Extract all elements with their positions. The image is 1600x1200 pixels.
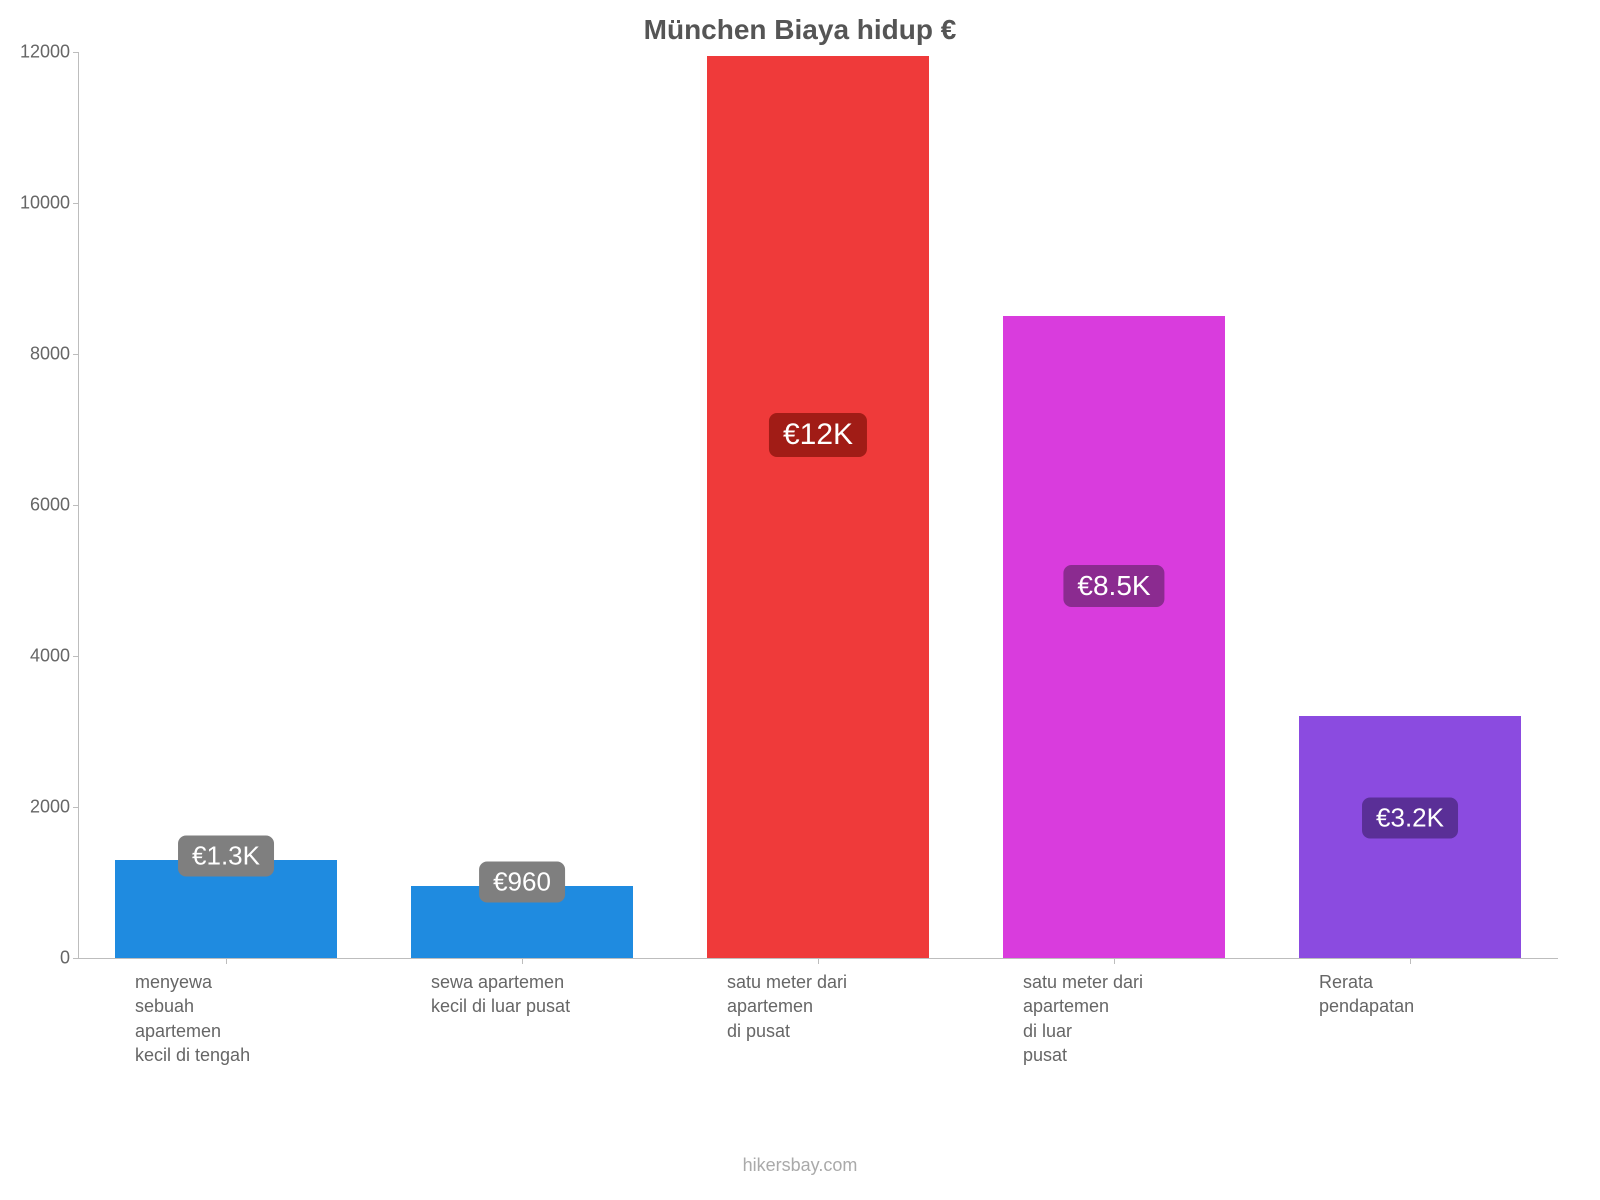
plot-area: €1.3K €960 €12K €8.5K €3.2K (78, 52, 1558, 959)
y-tick-label: 10000 (10, 193, 70, 214)
value-badge-avg_income: €3.2K (1362, 797, 1458, 838)
x-tick-mark (226, 958, 227, 964)
x-tick-mark (818, 958, 819, 964)
x-tick-mark (522, 958, 523, 964)
y-tick-label: 0 (10, 948, 70, 969)
x-label-rent_small_outside: sewa apartemenkecil di luar pusat (431, 970, 570, 1019)
x-label-rent_small_center: menyewasebuahapartemenkecil di tengah (135, 970, 250, 1067)
value-badge-sqm_outside: €8.5K (1063, 565, 1164, 607)
x-tick-mark (1410, 958, 1411, 964)
y-tick-label: 6000 (10, 495, 70, 516)
cost-of-living-chart: München Biaya hidup € €1.3K €960 €12K €8.5K… (0, 0, 1600, 1200)
bar-sqm_center (707, 56, 929, 958)
y-tick-label: 8000 (10, 344, 70, 365)
value-badge-sqm_center: €12K (769, 413, 867, 457)
attribution: hikersbay.com (0, 1155, 1600, 1176)
y-tick-label: 2000 (10, 797, 70, 818)
y-tick-mark (73, 354, 78, 355)
bar-sqm_outside (1003, 316, 1225, 958)
value-badge-rent_small_outside: €960 (479, 861, 565, 902)
y-tick-label: 12000 (10, 42, 70, 63)
y-tick-mark (73, 958, 78, 959)
x-label-sqm_outside: satu meter dariapartemendi luarpusat (1023, 970, 1143, 1067)
x-label-avg_income: Reratapendapatan (1319, 970, 1414, 1019)
y-tick-mark (73, 505, 78, 506)
y-tick-label: 4000 (10, 646, 70, 667)
y-tick-mark (73, 52, 78, 53)
x-tick-mark (1114, 958, 1115, 964)
y-tick-mark (73, 656, 78, 657)
x-label-sqm_center: satu meter dariapartemendi pusat (727, 970, 847, 1043)
value-badge-rent_small_center: €1.3K (178, 835, 274, 876)
chart-title: München Biaya hidup € (0, 14, 1600, 46)
y-tick-mark (73, 807, 78, 808)
y-tick-mark (73, 203, 78, 204)
